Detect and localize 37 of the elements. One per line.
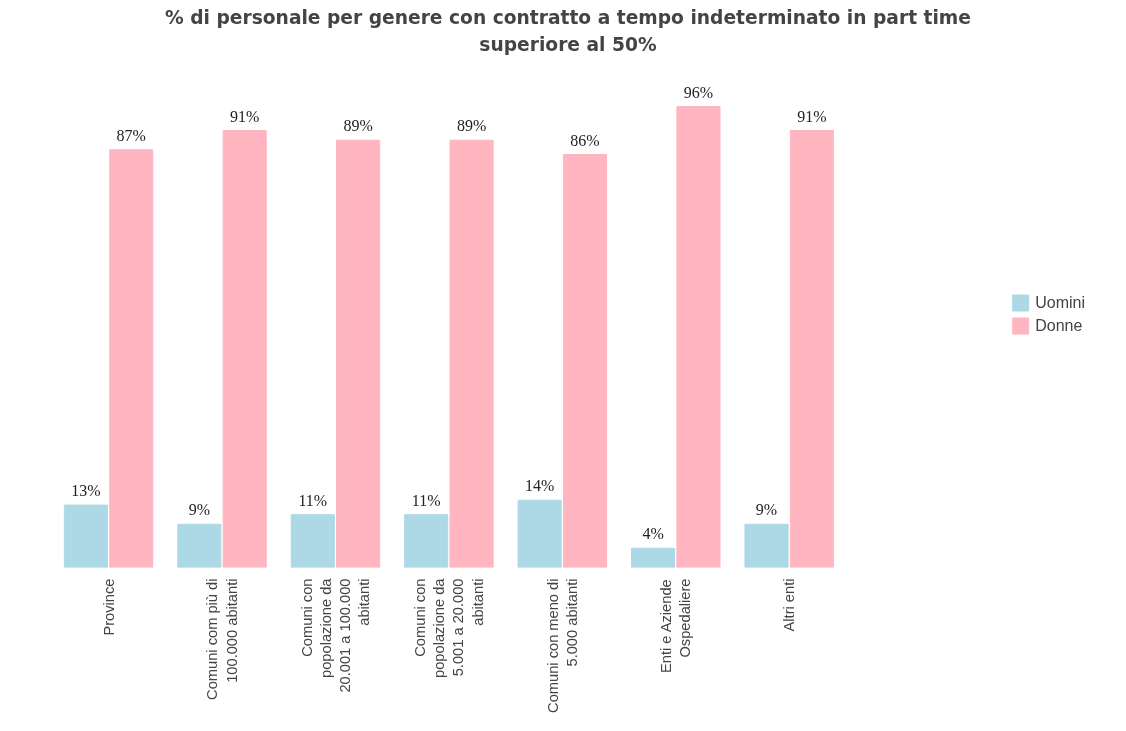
- legend-label: Donne: [1035, 316, 1083, 334]
- bar: [222, 130, 267, 568]
- data-label: 86%: [570, 131, 600, 149]
- data-label: 11%: [411, 491, 441, 509]
- bar: [744, 523, 789, 568]
- data-label: 89%: [343, 117, 373, 135]
- bar: [789, 130, 834, 568]
- data-label: 11%: [298, 491, 328, 509]
- bar: [109, 149, 154, 568]
- bar: [336, 139, 381, 568]
- data-label: 9%: [755, 501, 778, 519]
- x-tick-label: Province: [100, 578, 117, 636]
- data-label: 87%: [116, 126, 146, 144]
- bar: [562, 154, 608, 568]
- data-label: 14%: [524, 477, 555, 495]
- bar: [404, 514, 449, 568]
- bar: [517, 499, 562, 568]
- bar: [631, 547, 676, 568]
- x-tick-label: Comuni con popolazione da 5.001 a 20.000 abitanti: [412, 577, 486, 678]
- data-label: 91%: [797, 107, 827, 125]
- chart-title: % di personale per genere con contratto a tempo indeterminato in part time superiore al 50%: [165, 7, 971, 56]
- x-tick-label: Enti e Aziende Ospedaliere: [658, 578, 694, 674]
- data-label: 89%: [456, 117, 487, 135]
- data-label: 91%: [230, 107, 260, 125]
- bar: [63, 504, 108, 568]
- x-tick-label: Altri enti: [781, 578, 798, 632]
- x-tick-label: Comuni com più di 100.000 abitanti: [204, 578, 240, 700]
- data-label: 13%: [71, 482, 101, 500]
- data-label: 96%: [683, 83, 714, 101]
- data-label: 4%: [642, 525, 664, 543]
- bar: [177, 523, 222, 568]
- legend-label: Uomini: [1035, 293, 1085, 311]
- data-label: 9%: [188, 501, 210, 519]
- x-tick-label: Comuni con popolazione da 20.001 a 100.000 abitanti: [298, 577, 373, 693]
- bar: [290, 514, 335, 568]
- bar: [449, 139, 494, 568]
- bar: [676, 106, 721, 568]
